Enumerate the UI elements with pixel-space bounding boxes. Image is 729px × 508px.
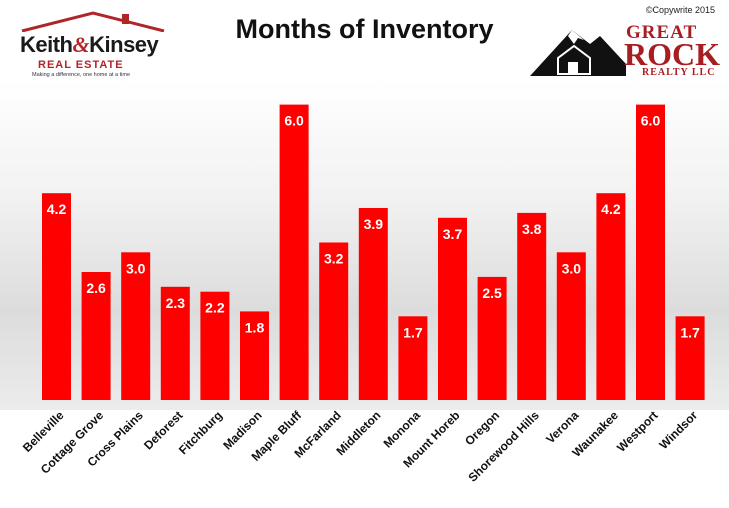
bar-mount-horeb: [438, 217, 467, 400]
data-label-westport: 6.0: [641, 113, 661, 129]
chart-title: Months of Inventory: [235, 14, 494, 44]
logo-ampersand: &: [72, 32, 90, 57]
logo-great-text: GREAT: [626, 22, 698, 43]
mountain-house-icon: [530, 30, 626, 76]
bar-maple-bluff: [279, 104, 309, 400]
great-rock-logo: GREAT ROCK REALTY LLC: [528, 18, 723, 80]
bar-windsor: [675, 316, 705, 400]
bar-monona: [398, 316, 428, 400]
bar-westport: [636, 104, 665, 400]
bar-madison: [240, 311, 269, 400]
data-label-deforest: 2.3: [166, 295, 186, 311]
category-label-oregon: Oregon: [462, 408, 502, 448]
bar-oregon: [477, 276, 507, 400]
copyright-text: ©Copywrite 2015: [645, 5, 715, 15]
keith-kinsey-logo: Keith&Kinsey REAL ESTATE Making a differ…: [10, 8, 185, 80]
category-label-westport: Westport: [614, 408, 661, 455]
data-label-cross-plains: 3.0: [126, 260, 146, 276]
data-labels: 4.2 2.6 3.0 2.3 2.2 1.8 6.0 3.2 3.9 1.7 3.7 2.5 3.8 3…: [47, 113, 700, 341]
bar-series: [42, 104, 705, 400]
data-label-mcfarland: 3.2: [324, 251, 344, 267]
data-label-maple-bluff: 6.0: [284, 113, 304, 129]
bar-shorewood-hills: [517, 212, 547, 400]
logo-name-first: Keith: [20, 32, 73, 57]
data-label-oregon: 2.5: [482, 285, 502, 301]
bar-belleville: [42, 193, 71, 400]
bar-fitchburg: [200, 291, 230, 400]
category-label-verona: Verona: [543, 408, 581, 446]
data-label-cottage-grove: 2.6: [86, 280, 106, 296]
bar-middleton: [358, 208, 388, 400]
logo-tagline: Making a difference, one home at a time: [32, 72, 131, 78]
logo-rock-text: ROCK: [624, 36, 720, 72]
bar-verona: [556, 252, 586, 400]
category-label-shorewood-hills: Shorewood Hills: [465, 408, 542, 485]
data-label-belleville: 4.2: [47, 201, 67, 217]
bar-cottage-grove: [81, 272, 111, 400]
bar-cross-plains: [121, 252, 151, 400]
logo-name-last: Kinsey: [89, 32, 159, 57]
data-label-shorewood-hills: 3.8: [522, 221, 542, 237]
house-roof-icon: [21, 11, 165, 32]
data-label-madison: 1.8: [245, 319, 265, 335]
category-label-windsor: Windsor: [656, 408, 700, 452]
data-label-mount-horeb: 3.7: [443, 226, 463, 242]
logo-subtitle: REAL ESTATE: [38, 59, 124, 71]
bar-waunakee: [596, 193, 626, 400]
logo-realty-text: REALTY LLC: [642, 67, 716, 78]
data-label-verona: 3.0: [562, 260, 582, 276]
category-label-fitchburg: Fitchburg: [176, 408, 225, 457]
logo-name: Keith&Kinsey: [20, 32, 159, 58]
data-label-fitchburg: 2.2: [205, 300, 225, 316]
data-label-middleton: 3.9: [364, 216, 384, 232]
data-label-waunakee: 4.2: [601, 201, 621, 217]
bar-deforest: [160, 286, 190, 400]
data-label-monona: 1.7: [403, 324, 423, 340]
bar-mcfarland: [319, 242, 349, 400]
data-label-windsor: 1.7: [680, 324, 700, 340]
